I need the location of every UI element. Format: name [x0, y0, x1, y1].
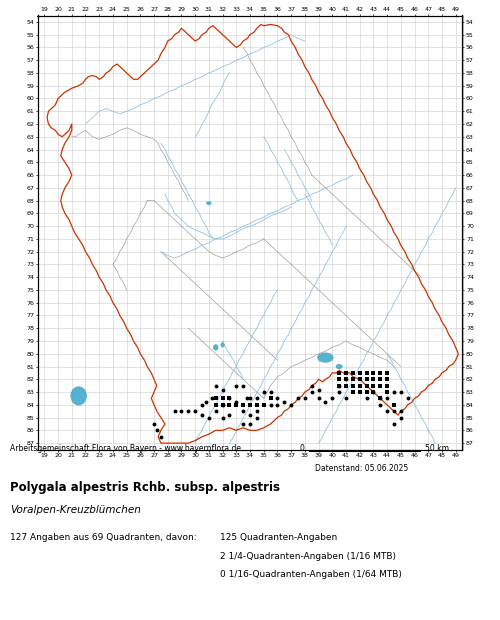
Text: 125 Quadranten-Angaben: 125 Quadranten-Angaben — [220, 533, 337, 542]
Text: Arbeitsgemeinschaft Flora von Bayern - www.bayernflora.de: Arbeitsgemeinschaft Flora von Bayern - w… — [10, 443, 241, 453]
Ellipse shape — [213, 344, 218, 350]
Text: 50 km: 50 km — [425, 443, 449, 453]
Ellipse shape — [317, 353, 334, 363]
Text: 2 1/4-Quadranten-Angaben (1/16 MTB): 2 1/4-Quadranten-Angaben (1/16 MTB) — [220, 552, 396, 561]
Text: Polygala alpestris Rchb. subsp. alpestris: Polygala alpestris Rchb. subsp. alpestri… — [10, 480, 280, 494]
Text: 127 Angaben aus 69 Quadranten, davon:: 127 Angaben aus 69 Quadranten, davon: — [10, 533, 196, 542]
Ellipse shape — [336, 364, 342, 369]
Text: 0 1/16-Quadranten-Angaben (1/64 MTB): 0 1/16-Quadranten-Angaben (1/64 MTB) — [220, 570, 402, 580]
Ellipse shape — [206, 202, 212, 205]
Text: 0: 0 — [300, 443, 305, 453]
Text: Datenstand: 05.06.2025: Datenstand: 05.06.2025 — [315, 464, 408, 473]
Ellipse shape — [70, 386, 87, 405]
Ellipse shape — [220, 342, 224, 347]
Text: Voralpen-Kreuzblümchen: Voralpen-Kreuzblümchen — [10, 505, 141, 515]
